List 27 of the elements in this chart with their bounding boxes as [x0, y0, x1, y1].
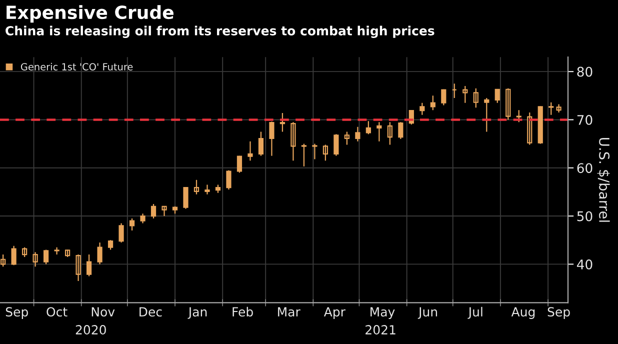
candlestick [312, 143, 318, 160]
y-tick-label: 80 [577, 66, 592, 77]
x-tick-label: Dec [140, 307, 162, 317]
x-tick-label: Sep [548, 307, 570, 319]
x-tick-label: Jun [418, 307, 438, 319]
x-tick-label: Apr [324, 307, 346, 319]
x-tick-label: Mar [278, 307, 300, 317]
x-tick-label: Oct [46, 307, 68, 317]
x-tick-label: Nov [92, 307, 115, 317]
y-axis-title: U.S. $/barrel [597, 138, 610, 222]
chart-title: Expensive Crude [6, 5, 174, 23]
x-tick-label: Jul [468, 306, 482, 319]
y-tick-label: 40 [576, 259, 592, 270]
x-tick-label: Feb [232, 306, 253, 317]
candlestick [301, 143, 307, 167]
text: 2021 [366, 325, 396, 334]
y-tick-label: 60 [577, 163, 592, 174]
x-tick-label: Aug [511, 307, 535, 319]
text: 2020 [76, 325, 106, 334]
y-tick-label: 50 [577, 211, 592, 222]
chart-subtitle: China is releasing oil from its reserves to combat high prices [6, 26, 434, 38]
y-tick-label: 70 [577, 114, 592, 125]
x-tick-label: Jan [188, 307, 207, 319]
candlestick [54, 246, 60, 256]
x-tick-label: Sep [6, 307, 28, 319]
x-tick-label: May [370, 307, 395, 319]
legend-label: Generic 1st 'CO' Future [20, 62, 133, 70]
